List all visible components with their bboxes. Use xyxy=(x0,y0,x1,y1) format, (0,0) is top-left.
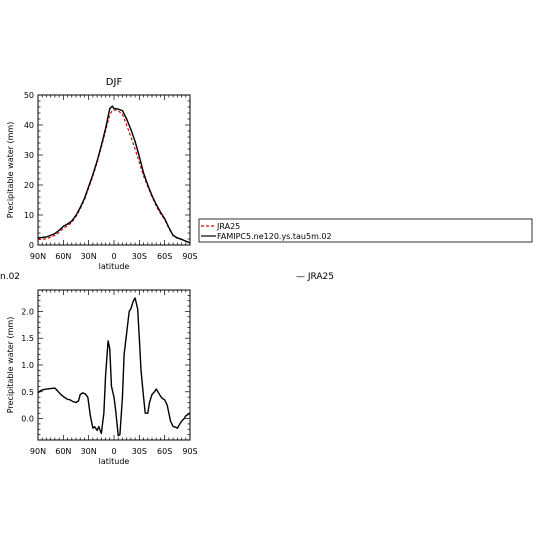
bottom-y-axis-label: Precipitable water (mm) xyxy=(6,317,15,414)
top-panel: DJF 90N 60N 30N 0 30S 60S 90S 0 10 20 30 40 50 lati… xyxy=(6,77,198,271)
y-tick-label: 20 xyxy=(24,181,34,190)
top-x-axis-label: latitude xyxy=(99,262,130,271)
y-tick-label: 2.0 xyxy=(21,307,34,316)
top-tick-marks xyxy=(37,94,191,246)
bottom-x-tick-labels: 90N 60N 30N 0 30S 60S 90S xyxy=(30,447,198,456)
bottom-panel: 90N 60N 30N 0 30S 60S 90S 0.0 0.5 1.0 1.5 2.0 lati… xyxy=(6,289,198,466)
legend-label-famipc5: FAMIPC5.ne120.ys.tau5m.02 xyxy=(217,232,332,241)
bottom-plot-frame xyxy=(37,289,191,441)
top-y-axis-label: Precipitable water (mm) xyxy=(6,122,15,219)
x-tick-label: 60S xyxy=(157,252,172,261)
x-tick-label: 60N xyxy=(55,447,71,456)
y-tick-label: 50 xyxy=(24,91,34,100)
legend-label-jra25: JRA25 xyxy=(216,222,240,231)
top-y-tick-labels: 0 10 20 30 40 50 xyxy=(24,91,34,250)
bottom-x-axis-label: latitude xyxy=(99,457,130,466)
bottom-series-group xyxy=(37,297,191,437)
bottom-y-tick-labels: 0.0 0.5 1.0 1.5 2.0 xyxy=(21,307,34,423)
y-tick-label: 1.0 xyxy=(21,361,34,370)
y-tick-label: 0.5 xyxy=(21,388,34,397)
x-tick-label: 30S xyxy=(132,252,147,261)
series-line-famipc5-ne120-ys-tau5m-02 xyxy=(37,105,191,244)
bottom-tick-marks xyxy=(37,289,191,441)
series-line-difference xyxy=(37,297,191,437)
top-chart-title: DJF xyxy=(106,77,123,88)
x-tick-label: 30S xyxy=(132,447,147,456)
x-tick-label: 60S xyxy=(157,447,172,456)
x-tick-label: 90S xyxy=(182,447,197,456)
y-tick-label: 30 xyxy=(24,151,34,160)
x-tick-label: 0 xyxy=(111,447,116,456)
top-series-group xyxy=(37,105,191,244)
x-tick-label: 0 xyxy=(111,252,116,261)
y-tick-label: 10 xyxy=(24,211,34,220)
cutoff-legend-fragment-right: — JRA25 xyxy=(296,272,334,282)
x-tick-label: 90S xyxy=(182,252,197,261)
x-tick-label: 30N xyxy=(81,447,97,456)
y-tick-label: 0 xyxy=(29,241,34,250)
top-x-tick-labels: 90N 60N 30N 0 30S 60S 90S xyxy=(30,252,198,261)
cutoff-title-fragment-left: n.02 xyxy=(0,272,20,282)
x-tick-label: 90N xyxy=(30,447,46,456)
legend-box xyxy=(198,218,533,243)
x-tick-label: 30N xyxy=(81,252,97,261)
x-tick-label: 60N xyxy=(55,252,71,261)
y-tick-label: 40 xyxy=(24,121,34,130)
y-tick-label: 0.0 xyxy=(21,415,34,424)
x-tick-label: 90N xyxy=(30,252,46,261)
y-tick-label: 1.5 xyxy=(21,334,34,343)
legend: JRA25 FAMIPC5.ne120.ys.tau5m.02 xyxy=(198,218,533,243)
